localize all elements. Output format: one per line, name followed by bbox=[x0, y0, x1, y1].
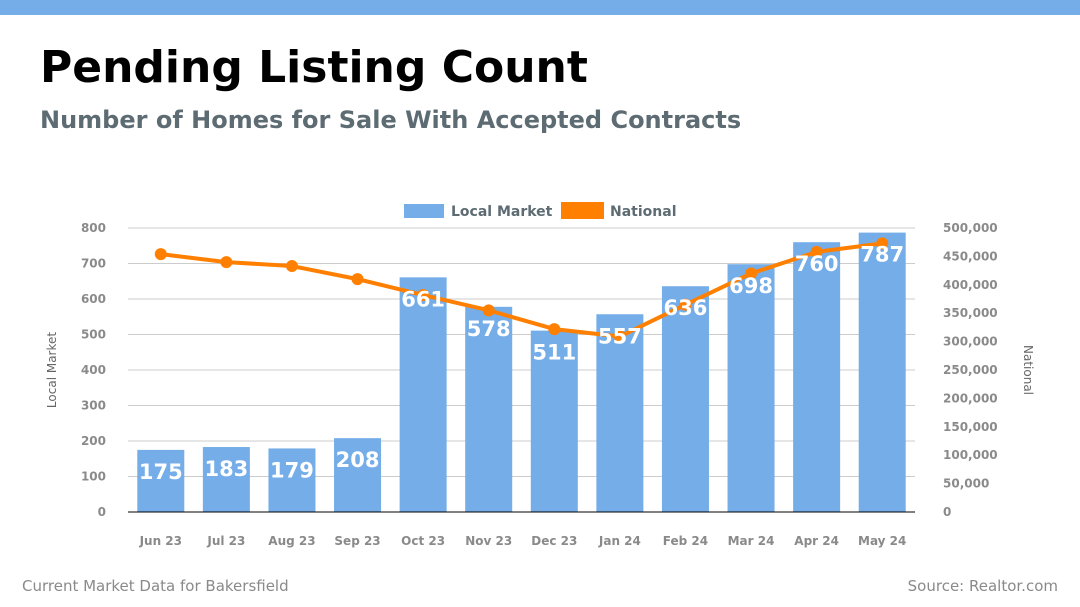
bar-data-label: 787 bbox=[860, 243, 904, 267]
national-point bbox=[351, 273, 364, 286]
x-tick-label: Mar 24 bbox=[728, 534, 775, 548]
y-tick-label: 100 bbox=[81, 470, 106, 484]
bar-local-market bbox=[465, 306, 513, 512]
y-tick-label: 600 bbox=[81, 292, 106, 306]
y-tick-label: 500 bbox=[81, 328, 106, 342]
x-tick-label: Apr 24 bbox=[794, 534, 839, 548]
national-line bbox=[160, 241, 883, 339]
national-point bbox=[876, 237, 889, 250]
x-tick-label: Oct 23 bbox=[401, 534, 445, 548]
y2-tick-label: 150,000 bbox=[943, 420, 998, 434]
x-tick-label: Sep 23 bbox=[334, 534, 380, 548]
legend-swatch-national bbox=[561, 202, 604, 219]
y2-tick-label: 350,000 bbox=[943, 306, 998, 320]
y2-tick-label: 250,000 bbox=[943, 363, 998, 377]
x-tick-label: Feb 24 bbox=[663, 534, 708, 548]
national-line-series bbox=[154, 237, 889, 343]
axes: 0 100 200 300 400 500 600 700 800 0 50,000 100,000 1… bbox=[45, 221, 1035, 548]
national-point bbox=[417, 289, 430, 302]
x-tick-label: Aug 23 bbox=[268, 534, 315, 548]
bar-local-market bbox=[793, 242, 841, 512]
bars bbox=[137, 232, 906, 513]
y-tick-label: 0 bbox=[98, 505, 106, 519]
x-tick-label: Nov 23 bbox=[465, 534, 512, 548]
legend-label-local-market: Local Market bbox=[451, 204, 553, 220]
bar-local-market bbox=[202, 447, 250, 512]
bar-data-label: 557 bbox=[598, 324, 642, 348]
y2-tick-label: 450,000 bbox=[943, 249, 998, 263]
bar-data-label: 511 bbox=[532, 341, 576, 365]
legend: Local Market National bbox=[404, 202, 677, 220]
y2-tick-label: 200,000 bbox=[943, 391, 998, 405]
page-subtitle: Number of Homes for Sale With Accepted C… bbox=[40, 106, 742, 134]
y2-tick-label: 300,000 bbox=[943, 335, 998, 349]
bar-local-market bbox=[334, 438, 382, 512]
y-axis-title: Local Market bbox=[45, 332, 59, 408]
national-point bbox=[285, 260, 298, 273]
bar-local-market bbox=[268, 448, 316, 512]
page-title: Pending Listing Count bbox=[40, 42, 588, 93]
bar-local-market bbox=[596, 314, 644, 512]
data-labels: 175 183 179 208 661 578 511 557 636 698 760 787 bbox=[139, 243, 904, 484]
y-tick-label: 400 bbox=[81, 363, 106, 377]
x-tick-label: Jul 23 bbox=[206, 534, 245, 548]
y-tick-label: 200 bbox=[81, 434, 106, 448]
bar-local-market bbox=[137, 449, 185, 512]
y2-tick-label: 0 bbox=[943, 505, 951, 519]
national-point bbox=[679, 298, 692, 311]
legend-label-national: National bbox=[610, 204, 677, 220]
bar-data-label: 698 bbox=[729, 274, 773, 298]
bar-local-market bbox=[661, 286, 709, 512]
legend-swatch-local-market bbox=[404, 204, 444, 218]
bar-data-label: 636 bbox=[664, 296, 708, 320]
y2-tick-label: 50,000 bbox=[943, 477, 989, 491]
bar-local-market bbox=[727, 264, 775, 512]
y2-axis-title: National bbox=[1021, 345, 1035, 395]
x-tick-label: Dec 23 bbox=[531, 534, 577, 548]
bar-data-label: 661 bbox=[401, 287, 445, 311]
bar-data-label: 175 bbox=[139, 460, 183, 484]
y-tick-label: 700 bbox=[81, 257, 106, 271]
bar-data-label: 760 bbox=[795, 252, 839, 276]
y2-tick-label: 400,000 bbox=[943, 278, 998, 292]
national-point bbox=[220, 256, 233, 269]
footer-market-note: Current Market Data for Bakersfield bbox=[22, 577, 289, 595]
bar-data-label: 183 bbox=[204, 457, 248, 481]
national-point bbox=[745, 267, 758, 280]
bar-local-market bbox=[858, 232, 906, 513]
y2-tick-label: 100,000 bbox=[943, 448, 998, 462]
x-tick-label: Jan 24 bbox=[598, 534, 641, 548]
x-tick-label: Jun 23 bbox=[139, 534, 182, 548]
bar-data-label: 208 bbox=[336, 448, 380, 472]
national-point bbox=[548, 323, 561, 336]
footer-source: Source: Realtor.com bbox=[907, 577, 1058, 595]
x-tick-label: May 24 bbox=[858, 534, 906, 548]
bar-data-label: 179 bbox=[270, 458, 314, 482]
bar-local-market bbox=[530, 330, 578, 512]
top-accent-bar bbox=[0, 0, 1080, 15]
national-point bbox=[613, 330, 626, 343]
y-tick-label: 300 bbox=[81, 399, 106, 413]
national-point bbox=[482, 304, 495, 317]
national-point bbox=[810, 245, 823, 258]
y-tick-label: 800 bbox=[81, 221, 106, 235]
national-point bbox=[154, 248, 167, 261]
bar-local-market bbox=[399, 277, 447, 512]
bar-data-label: 578 bbox=[467, 317, 511, 341]
y2-tick-label: 500,000 bbox=[943, 221, 998, 235]
